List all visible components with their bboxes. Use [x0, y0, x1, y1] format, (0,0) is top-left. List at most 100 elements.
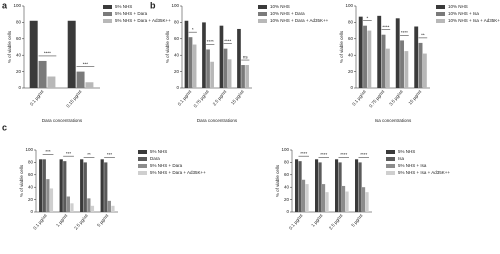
legend-swatch — [386, 164, 395, 168]
x-tick-label: 2.5 µg/ml — [212, 89, 228, 106]
y-axis-label: % of viable cells — [339, 30, 344, 63]
bar — [192, 44, 197, 88]
bar — [237, 28, 241, 88]
legend-label: 5% NHS + Dara + Ad35K++ — [150, 170, 206, 175]
bar — [76, 71, 85, 88]
legend-label: 5% NHS + Isa — [398, 163, 427, 168]
bar — [377, 15, 382, 89]
bar — [245, 65, 249, 88]
bar — [67, 20, 76, 88]
y-tick-label: 20 — [348, 69, 354, 74]
y-axis-label: % of viable cells — [19, 164, 24, 197]
bar — [418, 42, 423, 88]
y-tick-label: 40 — [16, 52, 22, 57]
significance: *** — [45, 149, 51, 154]
legend-label: 10% NHS + Dara — [270, 11, 305, 16]
legend-label: 10% NHS — [270, 4, 290, 9]
significance: *** — [66, 151, 72, 156]
legend-swatch — [436, 19, 445, 23]
y-tick-label: 100 — [25, 147, 33, 152]
bar — [345, 191, 349, 212]
bar — [39, 159, 43, 212]
legend-swatch — [138, 171, 147, 175]
bar — [365, 192, 369, 212]
legend-swatch — [386, 157, 395, 161]
bar — [46, 179, 50, 212]
bar — [367, 30, 372, 89]
bar — [318, 162, 322, 212]
x-tick-label: 0.1 µg/ml — [177, 89, 193, 106]
significance: **** — [300, 151, 307, 156]
bar — [355, 159, 359, 212]
bar — [338, 162, 342, 212]
bar — [104, 162, 108, 212]
x-axis-label: Isa concentrations — [375, 118, 412, 123]
legend-label: 5% NHS + Dara — [150, 163, 183, 168]
panel-label: c — [2, 122, 7, 132]
legend-swatch — [436, 12, 445, 16]
significance: *** — [83, 61, 89, 66]
significance: **** — [207, 39, 214, 44]
legend-swatch — [258, 12, 267, 16]
legend-label: 10% NHS + Dara + Ad35K++ — [270, 18, 329, 23]
legend-swatch — [138, 150, 147, 154]
bar — [385, 48, 390, 88]
legend-label: 10% NHS — [448, 4, 468, 9]
bar — [49, 188, 54, 212]
x-tick-label: 0.75 µg/ml — [193, 89, 210, 108]
bar — [322, 184, 326, 212]
legend-label: Dara — [150, 156, 160, 161]
y-axis-label: % of viable cells — [7, 30, 12, 63]
significance: ** — [421, 33, 425, 38]
x-tick-label: 0.1 µg/ml — [351, 89, 367, 106]
x-tick-label: 15 µg/ml — [230, 89, 245, 106]
bar — [66, 196, 70, 212]
significance: * — [192, 27, 194, 32]
x-tick-label: 0.1 µg/ml — [29, 89, 45, 106]
legend-swatch — [436, 5, 445, 9]
panel-label: a — [2, 0, 8, 10]
x-axis-label: Dara concentrations — [197, 118, 238, 123]
bar — [295, 159, 299, 212]
bar — [210, 61, 214, 88]
bar — [298, 161, 302, 212]
significance: **** — [382, 24, 389, 29]
y-tick-label: 20 — [174, 69, 180, 74]
legend-label: 10% NHS + Isa + Ad35K++ — [448, 18, 500, 23]
significance: **** — [320, 152, 327, 157]
y-tick-label: 60 — [174, 36, 180, 41]
bar — [335, 159, 339, 212]
significance: * — [367, 15, 369, 20]
y-tick-label: 100 — [13, 3, 21, 8]
significance: **** — [401, 30, 408, 35]
legend-swatch — [138, 164, 147, 168]
bar — [404, 51, 409, 88]
y-tick-label: 40 — [174, 52, 180, 57]
bar — [358, 16, 363, 88]
bar — [70, 203, 74, 212]
y-tick-label: 60 — [284, 172, 290, 177]
x-tick-label: 0.1 µg/ml — [32, 213, 48, 230]
legend-label: 5% NHS — [150, 149, 167, 154]
y-tick-label: 60 — [16, 36, 22, 41]
y-tick-label: 100 — [281, 147, 289, 152]
bar — [400, 40, 404, 88]
bar — [219, 25, 224, 88]
legend-label: 5% NHS + Dara — [115, 11, 148, 16]
bar — [107, 200, 111, 212]
y-tick-label: 20 — [16, 69, 22, 74]
panel-label: b — [150, 0, 156, 10]
bar — [90, 205, 95, 212]
y-tick-label: 40 — [284, 184, 290, 189]
significance: **** — [44, 51, 51, 56]
y-tick-label: 80 — [16, 20, 22, 25]
y-tick-label: 40 — [348, 52, 354, 57]
x-tick-label: 5 µg/ml — [350, 213, 363, 228]
y-tick-label: 0 — [18, 85, 21, 90]
y-tick-label: 100 — [345, 3, 353, 8]
x-tick-label: 1 µg/ml — [310, 213, 323, 228]
legend-swatch — [103, 19, 112, 23]
legend-swatch — [103, 12, 112, 16]
legend-label: 5% NHS — [115, 4, 132, 9]
y-tick-label: 80 — [174, 20, 180, 25]
